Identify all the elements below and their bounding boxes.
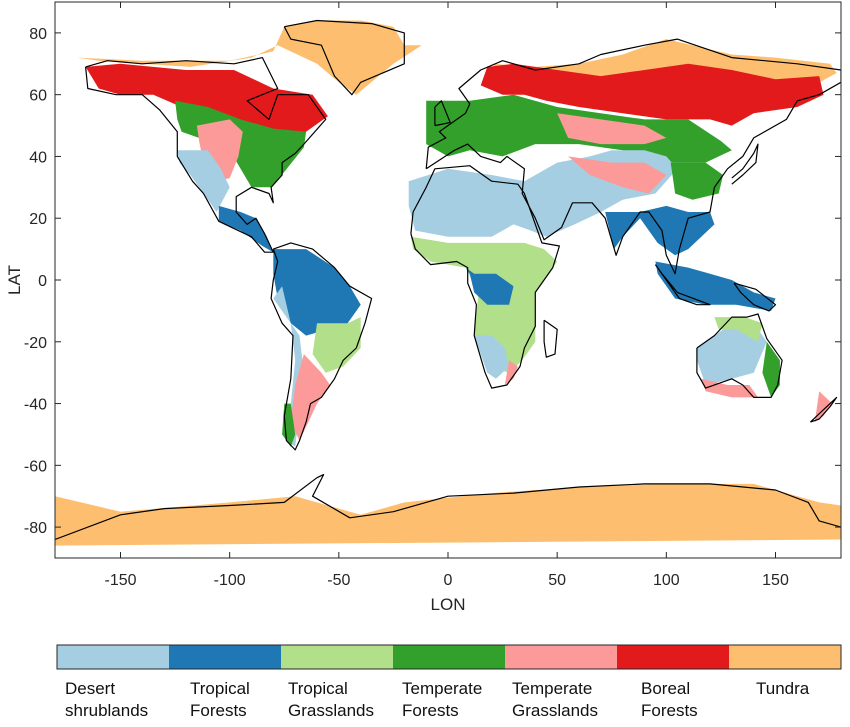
biome-region <box>273 249 361 336</box>
legend-label-line2: Grasslands <box>512 701 598 720</box>
biome-region <box>670 162 724 200</box>
biome-region <box>701 378 758 398</box>
coastline <box>696 313 783 398</box>
legend-swatch <box>505 645 617 669</box>
coastline <box>283 19 405 96</box>
biome-region <box>568 156 667 194</box>
legend-label: Tropical Grasslands <box>288 678 374 722</box>
legend-label-line2: Forests <box>402 701 459 720</box>
legend-label-line2: Grasslands <box>288 701 374 720</box>
biome-regions <box>55 20 841 546</box>
coastline <box>270 242 373 451</box>
y-tick-label: -80 <box>24 520 47 537</box>
y-tick-label: 40 <box>29 149 47 166</box>
legend-label: Tundra <box>756 678 809 700</box>
legend-label: Temperate Grasslands <box>512 678 598 722</box>
biome-region <box>312 317 361 373</box>
biome-region <box>696 323 767 385</box>
biome-region <box>655 261 776 311</box>
x-tick-label: 150 <box>762 572 789 589</box>
coastline <box>425 38 841 275</box>
biome-region <box>55 483 841 546</box>
coastline <box>434 100 451 127</box>
biome-region <box>762 341 780 398</box>
y-tick-label: -20 <box>24 335 47 352</box>
coastline <box>654 264 711 306</box>
biome-region <box>282 403 296 447</box>
y-tick-label: 60 <box>29 88 47 105</box>
biome-region <box>76 20 422 95</box>
biome-region <box>85 63 328 138</box>
legend-label: Desert shrublands <box>65 678 148 722</box>
legend-label: Tropical Forests <box>190 678 250 722</box>
x-tick-label: 100 <box>653 572 680 589</box>
legend-label-line1: Temperate <box>402 679 483 698</box>
legend-label-line1: Temperate <box>512 679 593 698</box>
legend-swatch <box>169 645 281 669</box>
biome-region <box>605 205 715 256</box>
legend-label-line1: Boreal <box>641 679 691 698</box>
x-tick-label: -100 <box>214 572 246 589</box>
x-axis-label: LON <box>431 595 466 614</box>
legend-label-line1: Tropical <box>190 679 250 698</box>
biome-region <box>290 354 331 441</box>
y-tick-label: -40 <box>24 397 47 414</box>
x-tick-label: 0 <box>444 572 453 589</box>
legend-swatch <box>57 645 169 669</box>
legend-label: Temperate Forests <box>402 678 482 722</box>
legend-swatch <box>281 645 393 669</box>
biome-region <box>504 360 518 385</box>
x-tick-label: -50 <box>327 572 350 589</box>
y-tick-label: 80 <box>29 26 47 43</box>
x-axis-ticks: -150 -100 -50 0 50 100 150 <box>104 2 789 589</box>
coastline <box>85 56 327 253</box>
colorbar-frame <box>56 644 842 670</box>
biome-region <box>177 150 230 212</box>
legend-colorbar <box>56 644 842 670</box>
coastline <box>731 143 759 185</box>
coastline <box>733 282 777 312</box>
y-axis-ticks: -80 -60 -40 -20 0 20 40 60 80 <box>24 26 841 537</box>
biome-region <box>465 267 514 305</box>
legend-label-line1: Tropical <box>288 679 348 698</box>
map-plot-area <box>55 19 841 546</box>
y-tick-label: 20 <box>29 211 47 228</box>
y-tick-label: 0 <box>38 273 47 290</box>
biome-region <box>557 113 667 145</box>
y-axis-label: LAT <box>5 265 24 295</box>
legend-label-line1: Tundra <box>756 679 810 698</box>
coastline <box>543 319 558 358</box>
coastline <box>410 165 561 389</box>
biome-region <box>175 100 307 188</box>
biome-region <box>410 236 558 373</box>
legend-swatch <box>729 645 841 669</box>
x-tick-label: -150 <box>104 572 136 589</box>
coastline <box>809 396 838 423</box>
legend-swatch <box>617 645 729 669</box>
y-tick-label: -60 <box>24 458 47 475</box>
legend-label-line2: shrublands <box>65 701 149 720</box>
legend-label-line2: Forests <box>641 701 698 720</box>
biome-region <box>218 205 274 253</box>
legend-label-line1: Desert <box>65 679 116 698</box>
x-tick-label: 50 <box>548 572 566 589</box>
coastline <box>55 474 841 541</box>
biome-region <box>474 335 510 379</box>
biome-region <box>480 63 824 126</box>
legend-swatch <box>393 645 505 669</box>
coastlines <box>55 19 841 541</box>
legend-label: Boreal Forests <box>641 678 698 722</box>
legend-label-line2: Forests <box>190 701 247 720</box>
